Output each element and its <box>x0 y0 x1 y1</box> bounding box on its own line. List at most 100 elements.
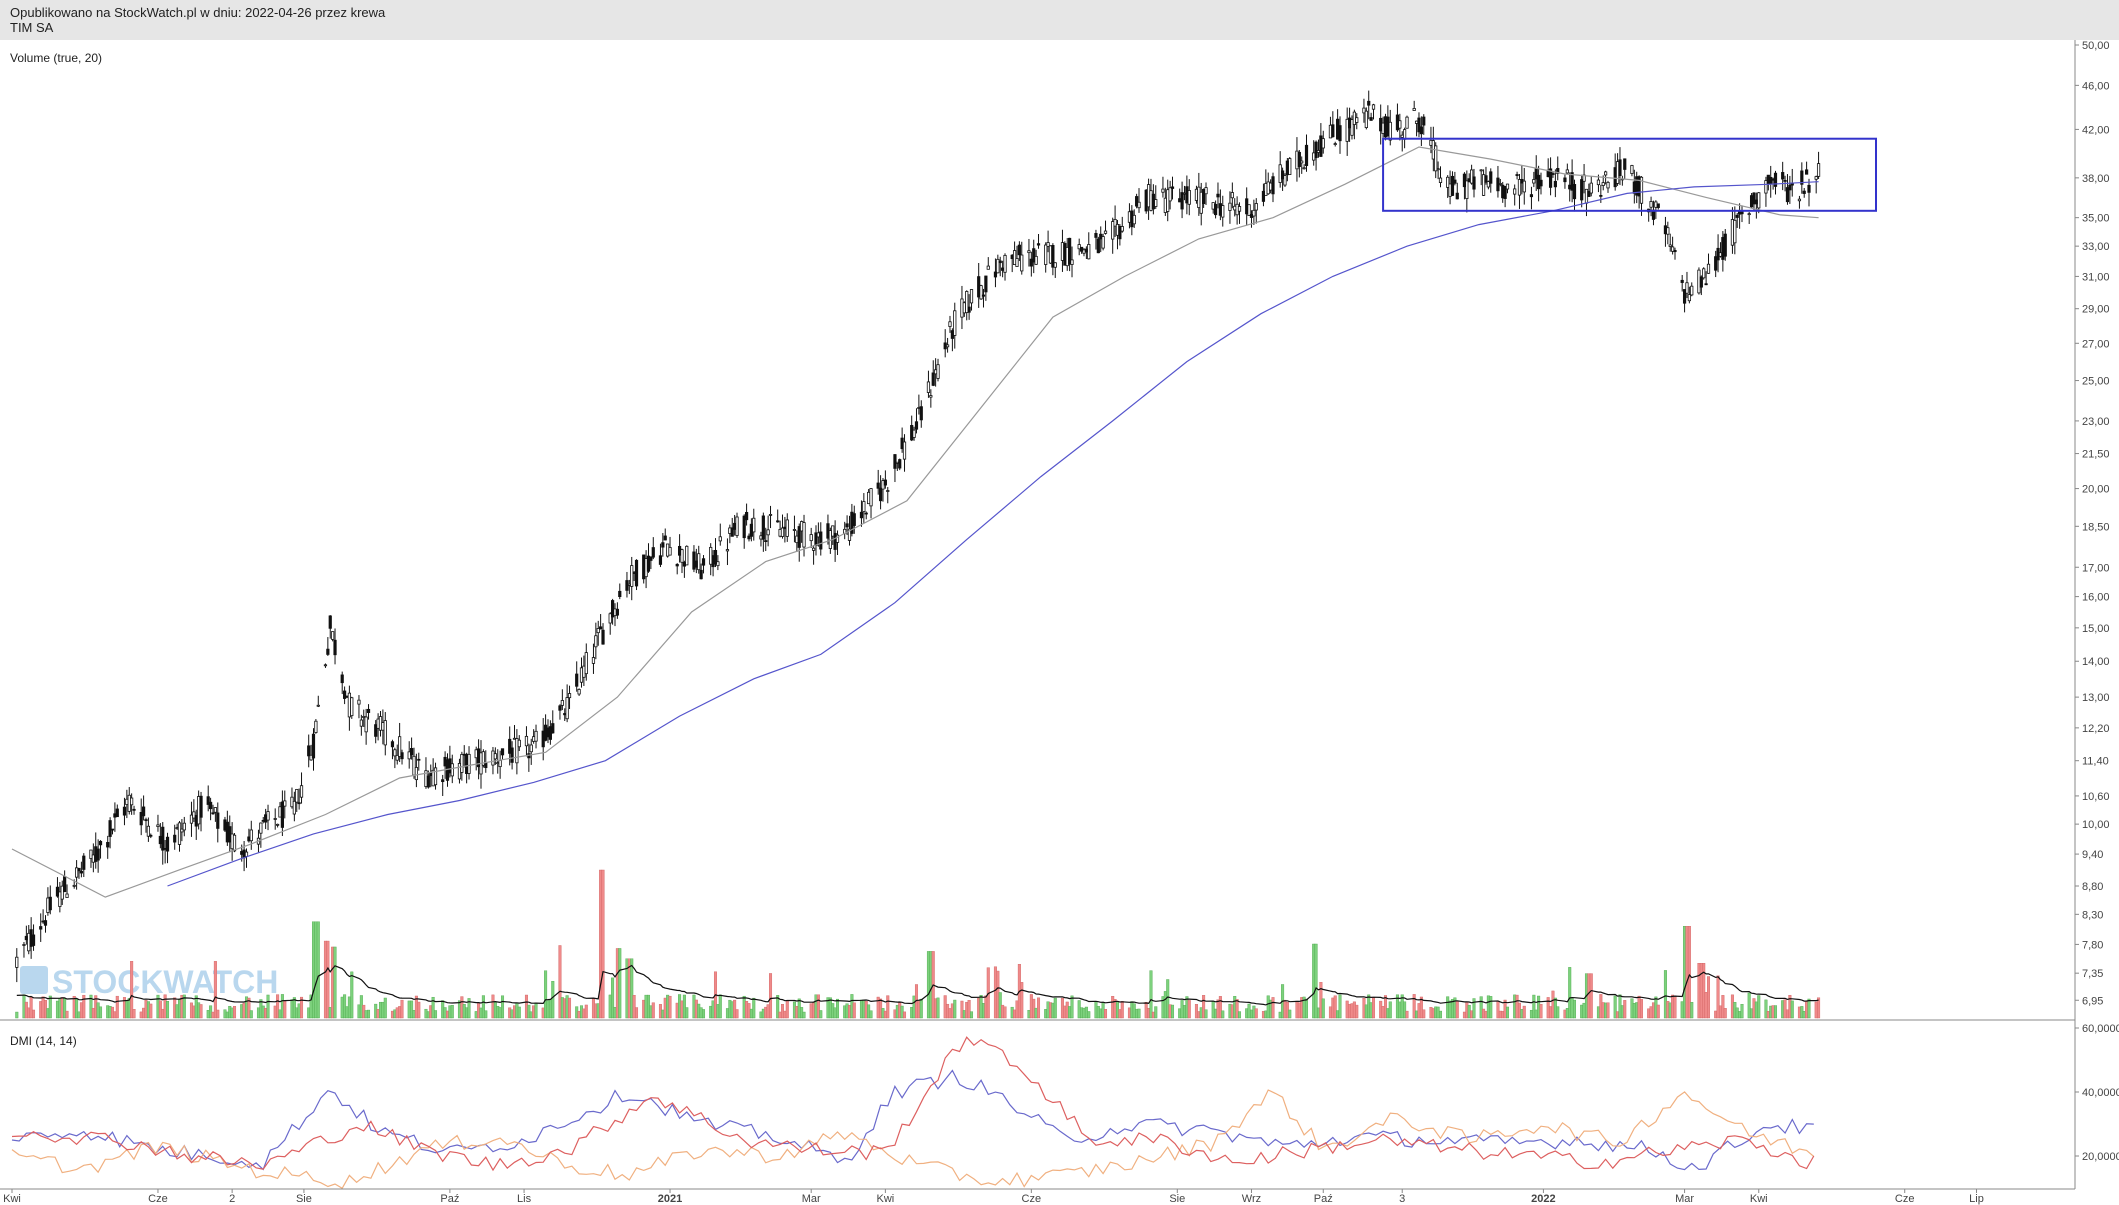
candle <box>1321 130 1325 154</box>
volume-bar <box>819 1010 823 1019</box>
candle <box>744 503 749 526</box>
candle <box>15 948 19 983</box>
volume-bar <box>431 996 435 1019</box>
candle <box>180 819 184 842</box>
candle <box>500 748 505 760</box>
candle <box>1498 178 1502 187</box>
candle <box>886 487 890 504</box>
volume-bar <box>611 977 615 1019</box>
candle <box>266 804 270 831</box>
candle <box>1103 220 1108 235</box>
volume-bar <box>32 1009 36 1019</box>
dmi-y-tick-label: 20,0000 <box>2082 1151 2119 1163</box>
volume-bar <box>544 970 548 1019</box>
candle <box>1496 165 1500 198</box>
candle <box>39 913 43 942</box>
volume-bar <box>1388 1001 1392 1019</box>
candle <box>1228 191 1232 224</box>
x-tick-label: Lip <box>1969 1193 1984 1205</box>
y-tick-label: 10,00 <box>2082 819 2110 831</box>
candle <box>1079 246 1084 254</box>
volume-bar <box>410 1000 414 1019</box>
volume-bar <box>960 1000 964 1019</box>
candle <box>785 513 789 542</box>
candle <box>283 790 287 819</box>
x-tick-label: 2021 <box>658 1193 682 1205</box>
candle <box>1702 267 1706 280</box>
candle <box>1788 175 1792 204</box>
candle <box>400 749 404 765</box>
volume-bar <box>1687 926 1691 1019</box>
candle <box>1350 115 1354 140</box>
candle <box>1438 166 1443 188</box>
candle <box>560 689 564 711</box>
volume-bar <box>802 1011 806 1019</box>
candle <box>1436 161 1440 180</box>
candle <box>331 631 335 642</box>
candle <box>797 523 801 562</box>
volume-bar <box>1740 1004 1744 1019</box>
candle <box>1419 116 1423 146</box>
candle <box>649 556 653 570</box>
candle <box>668 536 672 556</box>
dmi-y-tick-label: 60,0000 <box>2082 1023 2119 1035</box>
volume-bar <box>481 995 485 1019</box>
candle <box>316 695 320 708</box>
x-tick-label: 3 <box>1399 1193 1405 1205</box>
candle <box>132 805 136 815</box>
volume-bar <box>1204 1009 1208 1019</box>
candle <box>658 543 663 568</box>
volume-bar <box>434 1010 438 1019</box>
candle <box>161 822 165 865</box>
volume-bar <box>1087 1011 1091 1019</box>
chart-header: Opublikowano na StockWatch.pl w dniu: 20… <box>0 0 2119 40</box>
candle <box>1785 174 1790 205</box>
volume-bar <box>953 999 957 1019</box>
candle <box>1773 170 1778 195</box>
watermark-icon <box>20 966 48 994</box>
volume-bar <box>182 994 186 1019</box>
candle <box>1706 253 1711 274</box>
candle <box>467 746 471 780</box>
candle <box>979 284 983 300</box>
candle <box>948 315 952 333</box>
volume-bar <box>1070 995 1074 1019</box>
y-tick-label: 20,00 <box>2082 484 2110 496</box>
y-tick-label: 9,40 <box>2082 849 2103 861</box>
x-tick-label: 2022 <box>1531 1193 1555 1205</box>
candle <box>596 620 600 646</box>
volume-bar <box>1455 1001 1459 1019</box>
candle <box>1589 176 1593 197</box>
candle <box>22 941 26 958</box>
candle <box>1529 186 1534 210</box>
candle <box>792 515 797 543</box>
x-tick-label: Mar <box>802 1193 821 1205</box>
candle <box>1412 100 1416 111</box>
range-rectangle[interactable] <box>1382 137 1878 212</box>
watermark-logo: STOCKWATCH <box>20 964 278 1000</box>
candle <box>1486 180 1490 190</box>
candle <box>1187 179 1191 216</box>
dmi-line-di <box>11 1069 1814 1171</box>
volume-bar <box>1104 1009 1108 1019</box>
candle <box>1769 165 1773 198</box>
candle <box>433 762 438 790</box>
candle <box>1154 185 1158 209</box>
candle <box>713 538 718 568</box>
candle <box>1699 275 1703 296</box>
candle <box>802 514 806 557</box>
volume-bar <box>166 1001 170 1019</box>
candle <box>1371 103 1376 120</box>
candle <box>1077 238 1081 256</box>
volume-bar <box>450 1005 454 1019</box>
candle <box>1271 172 1275 203</box>
x-tick-label: Kwi <box>1750 1193 1768 1205</box>
x-tick-label: Cze <box>148 1193 168 1205</box>
candle <box>914 408 919 434</box>
candle <box>1213 200 1218 219</box>
candle <box>1012 241 1017 266</box>
candle <box>1314 140 1318 171</box>
volume-bar <box>1532 994 1536 1019</box>
volume-bar <box>63 998 67 1019</box>
chart-area: Volume (true, 20) STOCKWATCH DMI (14, 14… <box>0 40 2119 1205</box>
